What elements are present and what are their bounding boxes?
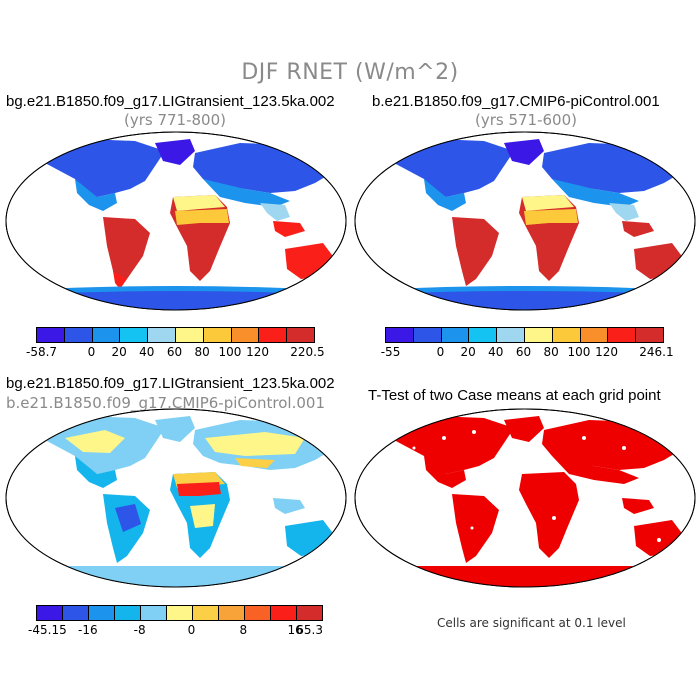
colorbar-cell bbox=[524, 328, 553, 342]
top-left-panel-title: bg.e21.B1850.f09_g17.LIGtransient_123.5k… bbox=[6, 93, 335, 110]
colorbar-tick-label: 246.1 bbox=[639, 345, 674, 359]
bottom-left-colorbar-ticks: -45.15 -16 -8 0 8 16 65.3 bbox=[28, 623, 323, 637]
colorbar-tick-label: 40 bbox=[488, 345, 504, 359]
bottom-right-map bbox=[354, 408, 696, 588]
colorbar-cell bbox=[580, 328, 609, 342]
top-right-colorbar-ticks: -55 0 20 40 60 80 100 120 246.1 bbox=[381, 345, 674, 359]
top-left-panel-subtitle: (yrs 771-800) bbox=[123, 111, 226, 129]
colorbar-cell bbox=[245, 606, 271, 620]
top-left-colorbar-ticks: -58.7 0 20 40 60 80 100 120 220.5 bbox=[26, 345, 325, 359]
colorbar-cell bbox=[287, 328, 314, 342]
colorbar-cell bbox=[203, 328, 232, 342]
top-left-colorbar bbox=[36, 327, 315, 343]
colorbar-tick-label: 60 bbox=[166, 345, 183, 359]
bottom-left-panel-subtitle: b.e21.B1850.f09_g17.CMIP6-piControl.001 bbox=[6, 394, 325, 412]
colorbar-cell bbox=[636, 328, 663, 342]
colorbar-cell bbox=[141, 606, 167, 620]
colorbar-tick-label: 60 bbox=[515, 345, 532, 359]
colorbar-cell bbox=[259, 328, 288, 342]
colorbar-tick-label: 100 bbox=[567, 345, 591, 359]
colorbar-tick-label: -8 bbox=[133, 623, 146, 637]
bottom-left-map bbox=[5, 408, 347, 588]
top-left-map bbox=[5, 131, 347, 311]
colorbar-cell bbox=[608, 328, 637, 342]
significance-note: Cells are significant at 0.1 level bbox=[437, 616, 626, 630]
colorbar-cell bbox=[469, 328, 498, 342]
colorbar-tick-label: 20 bbox=[111, 345, 127, 359]
colorbar-cell bbox=[115, 606, 141, 620]
top-right-panel-subtitle: (yrs 571-600) bbox=[474, 111, 577, 129]
colorbar-tick-label: -45.15 bbox=[28, 623, 67, 637]
colorbar-tick-label: 120 bbox=[246, 345, 270, 359]
colorbar-cell bbox=[193, 606, 219, 620]
colorbar-cell bbox=[552, 328, 581, 342]
colorbar-tick-label: 80 bbox=[543, 345, 559, 359]
colorbar-tick-label: 220.5 bbox=[290, 345, 325, 359]
colorbar-tick-label: 80 bbox=[194, 345, 210, 359]
figure-title: DJF RNET (W/m^2) bbox=[241, 60, 459, 85]
colorbar-cell bbox=[89, 606, 115, 620]
colorbar-tick-label: 40 bbox=[139, 345, 155, 359]
colorbar-cell bbox=[441, 328, 470, 342]
colorbar-tick-label: 0 bbox=[187, 623, 196, 637]
top-right-map bbox=[354, 131, 696, 311]
colorbar-tick-label: 0 bbox=[87, 345, 96, 359]
colorbar-cell bbox=[64, 328, 93, 342]
colorbar-cell bbox=[497, 328, 525, 342]
colorbar-tick-label: 20 bbox=[460, 345, 476, 359]
colorbar-cell bbox=[231, 328, 260, 342]
colorbar-cell bbox=[120, 328, 149, 342]
colorbar-cell bbox=[297, 606, 322, 620]
colorbar-cell bbox=[413, 328, 442, 342]
colorbar-tick-label: -55 bbox=[380, 345, 401, 359]
colorbar-cell bbox=[386, 328, 414, 342]
colorbar-tick-label: 8 bbox=[239, 623, 248, 637]
colorbar-cell bbox=[63, 606, 89, 620]
colorbar-tick-label: 16 bbox=[287, 623, 303, 637]
colorbar-tick-label: 65.3 bbox=[296, 623, 323, 637]
colorbar-tick-label: -16 bbox=[78, 623, 98, 637]
colorbar-cell bbox=[219, 606, 245, 620]
colorbar-cell bbox=[148, 328, 176, 342]
colorbar-cell bbox=[37, 606, 63, 620]
colorbar-cell bbox=[175, 328, 204, 342]
colorbar-tick-label: 120 bbox=[595, 345, 619, 359]
bottom-right-panel-title: T-Test of two Case means at each grid po… bbox=[368, 387, 661, 404]
bottom-left-panel-title: bg.e21.B1850.f09_g17.LIGtransient_123.5k… bbox=[6, 375, 335, 392]
top-right-colorbar bbox=[385, 327, 664, 343]
colorbar-tick-label: 100 bbox=[218, 345, 242, 359]
colorbar-cell bbox=[92, 328, 121, 342]
colorbar-cell bbox=[37, 328, 65, 342]
top-right-panel-title: b.e21.B1850.f09_g17.CMIP6-piControl.001 bbox=[372, 93, 660, 110]
colorbar-cell bbox=[271, 606, 297, 620]
bottom-left-colorbar bbox=[36, 605, 323, 621]
colorbar-cell bbox=[167, 606, 193, 620]
colorbar-tick-label: -58.7 bbox=[26, 345, 58, 359]
colorbar-tick-label: 0 bbox=[436, 345, 445, 359]
